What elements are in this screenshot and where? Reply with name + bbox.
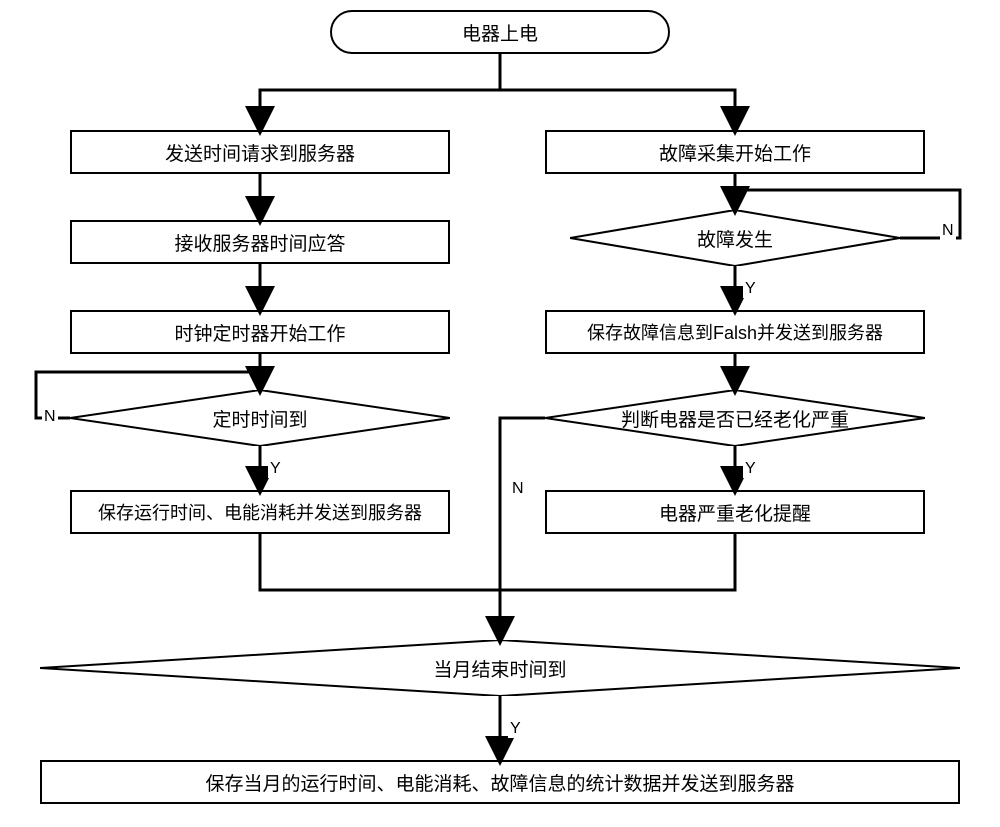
edge-label: Y [743,280,758,298]
edge-label: Y [743,460,758,478]
node-label: 当月结束时间到 [433,655,566,682]
node-label: 保存运行时间、电能消耗并发送到服务器 [98,499,422,525]
process-recv-time: 接收服务器时间应答 [70,220,450,264]
node-label: 时钟定时器开始工作 [174,319,345,346]
process-aging-alert: 电器严重老化提醒 [545,490,925,534]
edge-label: Y [268,460,283,478]
node-label: 判断电器是否已经老化严重 [621,405,849,432]
process-fault-start: 故障采集开始工作 [545,130,925,174]
node-label: 接收服务器时间应答 [174,229,345,256]
decision-fault-occur: 故障发生 [570,210,900,266]
node-label: 保存故障信息到Falsh并发送到服务器 [587,319,883,345]
node-label: 故障发生 [697,225,773,252]
decision-check-aging: 判断电器是否已经老化严重 [545,390,925,446]
process-save-runtime: 保存运行时间、电能消耗并发送到服务器 [70,490,450,534]
process-send-time: 发送时间请求到服务器 [70,130,450,174]
process-save-fault: 保存故障信息到Falsh并发送到服务器 [545,310,925,354]
decision-month-end: 当月结束时间到 [40,640,960,696]
process-timer-start: 时钟定时器开始工作 [70,310,450,354]
node-label: 定时时间到 [212,405,307,432]
node-label: 故障采集开始工作 [659,139,811,166]
terminator-start: 电器上电 [330,10,670,54]
edge-label: Y [508,720,523,738]
node-label: 电器严重老化提醒 [659,499,811,526]
node-label: 保存当月的运行时间、电能消耗、故障信息的统计数据并发送到服务器 [205,769,794,796]
decision-timer-due: 定时时间到 [70,390,450,446]
edge-label: N [940,222,956,240]
process-save-month: 保存当月的运行时间、电能消耗、故障信息的统计数据并发送到服务器 [40,760,960,804]
edge-label: N [510,480,526,498]
edge-label: N [42,408,58,426]
node-label: 发送时间请求到服务器 [165,139,355,166]
node-label: 电器上电 [462,19,538,46]
